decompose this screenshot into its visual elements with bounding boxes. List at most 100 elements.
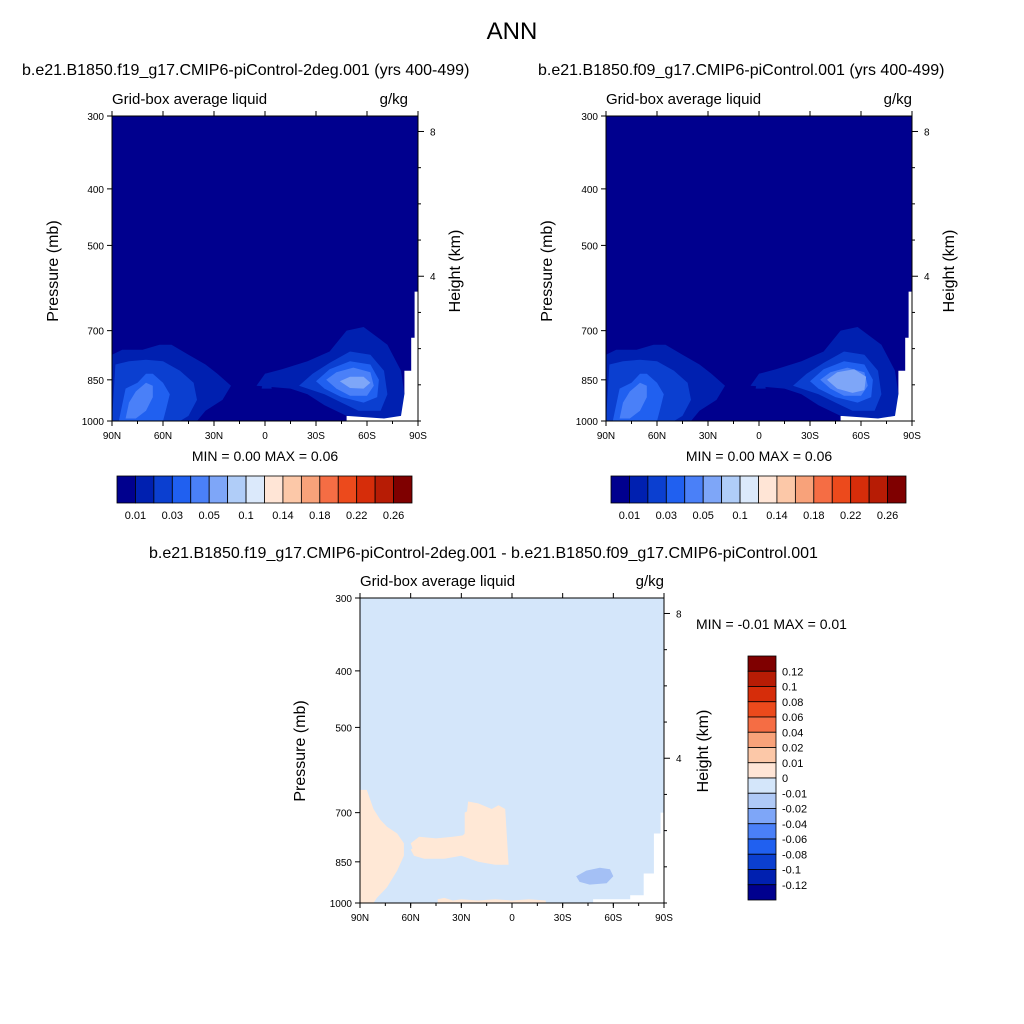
colorbar-box (282, 475, 302, 504)
colorbar-box (747, 808, 777, 825)
colorbar-box (747, 823, 777, 840)
colorbar-box (665, 475, 686, 504)
colorbar-box (684, 475, 704, 504)
colorbar-label: 0.26 (383, 510, 404, 522)
panel1-stats: MIN = 0.00 MAX = 0.06 (192, 448, 339, 464)
colorbar-box (721, 475, 741, 504)
x-tick-label: 90S (655, 913, 673, 924)
figure-title: ANN (486, 18, 538, 45)
colorbar-box (747, 762, 777, 779)
x-tick-label: 0 (756, 431, 762, 442)
colorbar-label: 0.26 (877, 510, 898, 522)
y-tick-label: 1000 (82, 417, 105, 428)
y-tick-label: 850 (581, 376, 598, 387)
x-tick-label: 60N (648, 431, 666, 442)
colorbar-label: 0.12 (782, 666, 803, 678)
x-tick-label: 90S (903, 431, 921, 442)
colorbar-label: -0.01 (782, 788, 807, 800)
panel1-right-label: g/kg (380, 91, 408, 108)
contour-tropics (755, 373, 766, 389)
colorbar-box (264, 475, 284, 504)
panel3-left-label: Grid-box average liquid (360, 573, 515, 590)
x-tick-label: 30S (801, 431, 819, 442)
colorbar-box (190, 475, 210, 504)
colorbar-label: 0.1 (732, 510, 747, 522)
colorbar-label: 0 (782, 773, 788, 785)
diff-background (360, 598, 664, 903)
x-tick-label: 30N (699, 431, 717, 442)
colorbar-box (747, 686, 777, 703)
contour-tropics (261, 373, 272, 389)
colorbar-box (747, 716, 777, 733)
colorbar-box (747, 747, 777, 764)
panel1-case-title: b.e21.B1850.f19_g17.CMIP6-piControl-2deg… (22, 62, 470, 79)
y2-tick-label: 4 (924, 272, 930, 283)
missing-data-region (593, 812, 664, 903)
y-tick-label: 1000 (330, 899, 353, 910)
x-tick-label: 30N (205, 431, 223, 442)
panel2-left-label: Grid-box average liquid (606, 91, 761, 108)
colorbar-box (739, 475, 759, 504)
colorbar-label: 0.08 (782, 697, 803, 709)
colorbar-label: 0.03 (656, 510, 677, 522)
panel2-stats: MIN = 0.00 MAX = 0.06 (686, 448, 833, 464)
colorbar-box (747, 869, 777, 886)
colorbar-box (116, 475, 136, 504)
x-tick-label: 0 (509, 913, 515, 924)
panel3-ylabel: Pressure (mb) (292, 700, 309, 801)
x-tick-label: 90N (103, 431, 121, 442)
panel1-ylabel: Pressure (mb) (45, 220, 62, 321)
y2-tick-label: 8 (924, 127, 930, 138)
colorbar-box (393, 475, 413, 504)
colorbar-label: -0.08 (782, 849, 807, 861)
y-tick-label: 850 (87, 376, 104, 387)
colorbar-label: 0.01 (619, 510, 640, 522)
y-tick-label: 500 (335, 723, 352, 734)
colorbar-box (135, 475, 155, 504)
colorbar-box (702, 475, 723, 504)
colorbar-label: 0.18 (309, 510, 330, 522)
colorbar-box (319, 475, 339, 504)
colorbar-box (610, 475, 630, 504)
y-tick-label: 400 (335, 667, 352, 678)
colorbar-label: 0.03 (162, 510, 183, 522)
y-tick-label: 400 (581, 185, 598, 196)
colorbar-label: 0.02 (782, 743, 803, 755)
y2-tick-label: 4 (430, 272, 436, 283)
panel2-right-label: g/kg (884, 91, 912, 108)
colorbar-box (227, 475, 247, 504)
colorbar-box (647, 475, 667, 504)
colorbar-box (629, 475, 649, 504)
colorbar-box (747, 655, 777, 672)
colorbar-box (153, 475, 173, 504)
y-tick-label: 300 (581, 112, 598, 123)
y-tick-label: 700 (335, 809, 352, 820)
colorbar-box (747, 670, 777, 687)
colorbar-box (868, 475, 888, 504)
colorbar-box (758, 475, 778, 504)
contour-sh-level5 (339, 376, 371, 389)
colorbar-box (813, 475, 833, 504)
colorbar-label: 0.01 (782, 758, 803, 770)
x-tick-label: 60N (401, 913, 419, 924)
colorbar-box (171, 475, 192, 504)
x-tick-label: 90N (351, 913, 369, 924)
y-tick-label: 300 (335, 594, 352, 605)
colorbar-label: -0.06 (782, 834, 807, 846)
colorbar-box (887, 475, 907, 504)
colorbar-box (337, 475, 358, 504)
colorbar-label: 0.1 (238, 510, 253, 522)
x-tick-label: 90N (597, 431, 615, 442)
y-tick-label: 500 (87, 241, 104, 252)
panel1-plot: Grid-box average liquid g/kg MIN = 0.00 … (45, 91, 464, 522)
colorbar-box (208, 475, 229, 504)
colorbar-label: 0.05 (198, 510, 219, 522)
x-tick-label: 60S (852, 431, 870, 442)
colorbar-label: 0.22 (346, 510, 367, 522)
missing-data-region (346, 291, 418, 421)
colorbar-box (747, 853, 777, 870)
colorbar-box (747, 701, 777, 718)
panel2-plot: Grid-box average liquid g/kg MIN = 0.00 … (539, 91, 958, 522)
y-tick-label: 300 (87, 112, 104, 123)
colorbar-box (747, 731, 777, 748)
